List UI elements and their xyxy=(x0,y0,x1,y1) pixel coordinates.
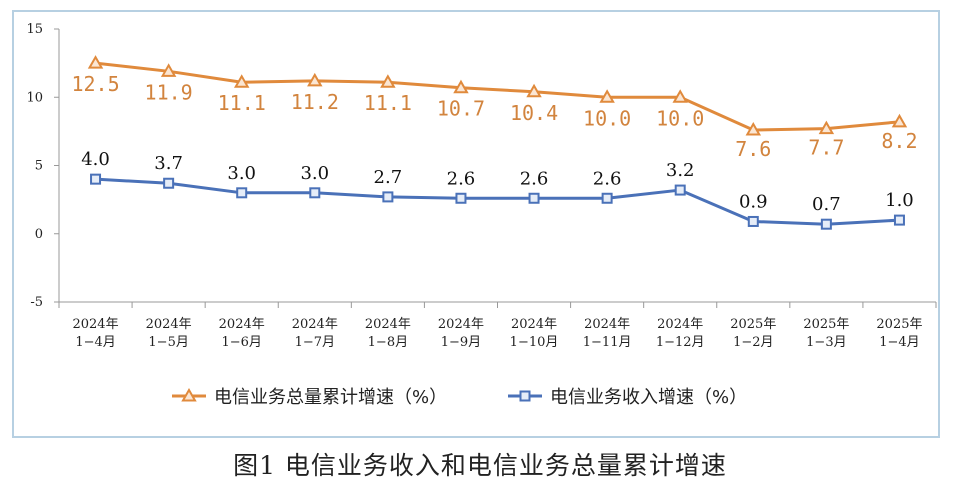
data-label: 2.6 xyxy=(447,168,476,189)
data-point-marker xyxy=(382,191,394,203)
data-point-marker xyxy=(87,55,104,69)
x-tick-label-period: 1−4月 xyxy=(879,335,919,350)
x-tick-label-year: 2024年 xyxy=(72,317,118,332)
y-tick-label: 0 xyxy=(35,227,43,242)
y-tick-label: 5 xyxy=(35,159,43,174)
x-tick-label-period: 1−8月 xyxy=(368,335,408,350)
x-tick-label-period: 1−9月 xyxy=(441,335,481,350)
data-label: 10.0 xyxy=(583,106,631,130)
data-point-marker xyxy=(163,177,175,189)
x-tick-label-year: 2024年 xyxy=(365,317,411,332)
data-point-marker xyxy=(599,89,615,103)
data-label: 10.0 xyxy=(656,106,704,130)
x-tick-label-period: 1−7月 xyxy=(295,335,335,350)
data-point-marker xyxy=(674,184,686,196)
x-tick-label-period: 1−6月 xyxy=(221,335,261,350)
data-point-marker xyxy=(893,214,905,226)
figure-caption: 图1 电信业务收入和电信业务总量累计增速 xyxy=(233,451,727,480)
y-tick-label: -5 xyxy=(30,295,43,310)
legend-label-1: 电信业务总量累计增速（%） xyxy=(214,387,447,408)
y-tick-label: 10 xyxy=(26,90,43,105)
data-label: 12.5 xyxy=(71,72,119,96)
x-tick-label-period: 1−3月 xyxy=(806,335,846,350)
data-point-marker xyxy=(307,72,323,87)
data-label: 8.2 xyxy=(881,129,917,153)
data-point-marker xyxy=(233,74,250,88)
data-label: 10.7 xyxy=(437,97,485,121)
x-tick-label-year: 2025年 xyxy=(803,317,849,332)
data-label: 2.6 xyxy=(520,168,549,189)
data-label: 3.0 xyxy=(300,163,329,184)
x-tick-label-year: 2024年 xyxy=(438,317,484,332)
x-tick-label-period: 1−5月 xyxy=(148,335,188,350)
data-point-marker xyxy=(90,173,102,185)
x-tick-label-year: 2024年 xyxy=(219,317,265,332)
legend-marker-1 xyxy=(181,387,197,402)
x-tick-label-period: 1−4月 xyxy=(75,335,115,350)
line-chart: -5 0 5 10 15 2024年 1−4月 2024年 1−5月 2024年 1−6月 2024年… xyxy=(26,22,937,408)
data-point-marker xyxy=(601,192,613,204)
data-point-marker xyxy=(528,192,540,204)
chart-frame: -5 0 5 10 15 2024年 1−4月 2024年 1−5月 2024年 1−6月 2024年… xyxy=(12,10,940,438)
x-tick-label-period: 1−10月 xyxy=(510,335,559,350)
data-point-marker xyxy=(455,192,467,204)
data-point-marker xyxy=(160,63,177,77)
data-point-marker xyxy=(309,187,321,199)
data-point-marker xyxy=(891,113,908,128)
data-point-marker xyxy=(820,218,832,230)
x-tick-label-year: 2024年 xyxy=(146,317,192,332)
data-label: 4.0 xyxy=(81,149,110,170)
data-label: 11.1 xyxy=(364,91,412,115)
x-tick-label-year: 2024年 xyxy=(292,317,338,332)
x-tick-label-period: 1−11月 xyxy=(583,335,632,350)
data-label: 11.9 xyxy=(145,80,193,104)
data-point-marker xyxy=(745,121,762,136)
y-tick-label: 15 xyxy=(26,22,43,37)
data-point-marker xyxy=(453,79,469,94)
data-point-marker xyxy=(672,89,688,103)
data-label: 11.1 xyxy=(218,91,266,115)
legend-label-2: 电信业务收入增速（%） xyxy=(550,387,747,408)
x-tick-label-year: 2025年 xyxy=(876,317,922,332)
data-label: 3.0 xyxy=(227,163,256,184)
x-tick-label-year: 2024年 xyxy=(584,317,630,332)
data-label: 0.7 xyxy=(812,194,841,215)
data-point-marker xyxy=(818,120,835,135)
data-point-marker xyxy=(747,215,759,227)
x-tick-label-year: 2024年 xyxy=(657,317,703,332)
legend-marker-2 xyxy=(519,390,531,402)
data-label: 1.0 xyxy=(885,190,914,211)
x-tick-label-period: 1−2月 xyxy=(733,335,773,350)
data-label: 2.6 xyxy=(593,168,622,189)
data-label: 10.4 xyxy=(510,101,558,125)
data-label: 7.6 xyxy=(735,137,771,161)
data-label: 3.2 xyxy=(666,160,695,181)
data-label: 11.2 xyxy=(291,90,339,114)
data-label: 0.9 xyxy=(739,191,768,212)
data-label: 7.7 xyxy=(808,136,844,160)
series-line-1 xyxy=(95,61,900,132)
data-point-marker xyxy=(380,74,396,88)
data-label: 3.7 xyxy=(154,153,183,174)
data-label: 2.7 xyxy=(374,167,403,188)
series-line-2 xyxy=(95,177,900,226)
data-point-marker xyxy=(236,187,248,199)
data-point-marker xyxy=(526,83,542,98)
x-tick-label-year: 2024年 xyxy=(511,317,557,332)
x-tick-label-year: 2025年 xyxy=(730,317,776,332)
x-tick-label-period: 1−12月 xyxy=(656,335,705,350)
